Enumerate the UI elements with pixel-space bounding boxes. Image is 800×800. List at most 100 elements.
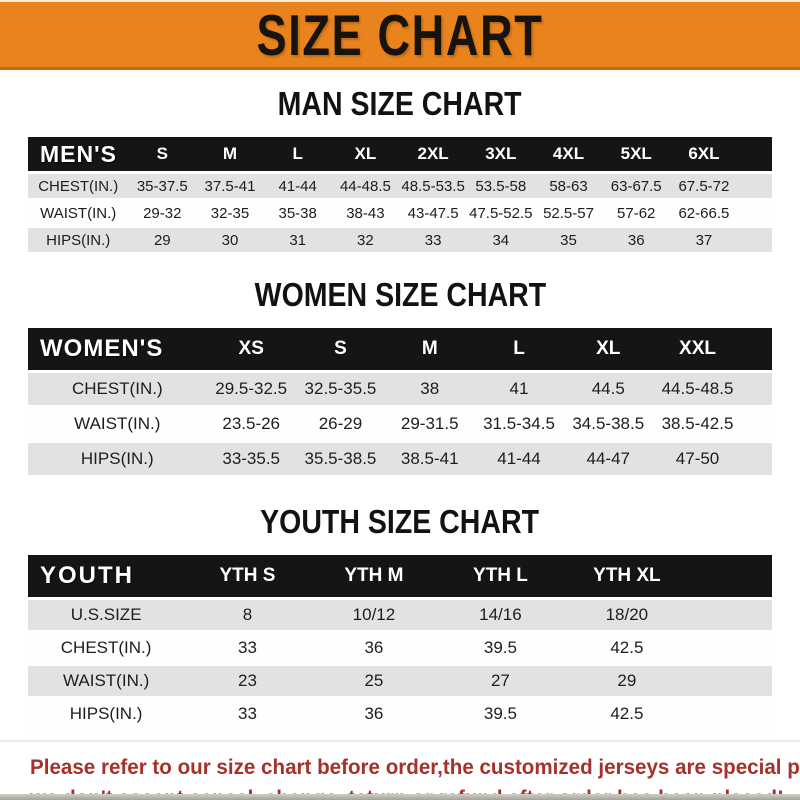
size-value-cell: 44-48.5	[331, 174, 400, 198]
size-value-cell: 31.5-34.5	[474, 408, 564, 440]
size-value-cell: 29	[128, 228, 197, 252]
men-header-filler	[737, 137, 772, 171]
size-value-cell: 31	[263, 228, 332, 252]
women-size-header: XL	[563, 328, 653, 370]
size-value-cell: 26-29	[295, 408, 386, 440]
size-chart-banner: SIZE CHART	[0, 0, 800, 70]
men-waist-row: WAIST(IN.) 29-32 32-35 35-38 38-43 43-47…	[28, 201, 772, 225]
size-value-cell: 63-67.5	[602, 174, 671, 198]
row-filler	[690, 600, 772, 630]
men-size-table: MEN'S S M L XL 2XL 3XL 4XL 5XL 6XL CHEST…	[28, 134, 772, 255]
size-value-cell: 36	[310, 699, 438, 729]
row-label: HIPS(IN.)	[28, 699, 185, 729]
row-label: HIPS(IN.)	[28, 443, 207, 475]
women-size-header: XS	[206, 328, 296, 370]
row-filler	[737, 228, 772, 252]
size-value-cell: 33-35.5	[206, 443, 296, 475]
size-value-cell: 34	[466, 228, 535, 252]
youth-corner-label: YOUTH	[28, 555, 185, 597]
size-value-cell: 33	[399, 228, 467, 252]
youth-hips-row: HIPS(IN.) 33 36 39.5 42.5	[28, 699, 772, 729]
size-value-cell: 25	[310, 666, 438, 696]
men-corner-label: MEN'S	[28, 137, 129, 171]
size-value-cell: 42.5	[563, 633, 691, 663]
youth-header-filler	[690, 555, 772, 597]
size-value-cell: 39.5	[437, 633, 564, 663]
youth-size-chart-heading-text: YOUTH SIZE CHART	[260, 502, 540, 541]
youth-size-header: YTH S	[184, 555, 311, 597]
size-value-cell: 42.5	[563, 699, 691, 729]
size-value-cell: 48.5-53.5	[399, 174, 467, 198]
size-value-cell: 30	[196, 228, 264, 252]
size-value-cell: 62-66.5	[670, 201, 738, 225]
row-label: HIPS(IN.)	[28, 228, 129, 252]
size-value-cell: 29	[563, 666, 691, 696]
size-value-cell: 38-43	[331, 201, 400, 225]
size-value-cell: 44.5-48.5	[652, 373, 743, 405]
row-label: WAIST(IN.)	[28, 408, 207, 440]
row-filler	[742, 373, 772, 405]
women-size-table: WOMEN'S XS S M L XL XXL CHEST(IN.) 29.5-…	[28, 325, 772, 478]
size-value-cell: 35-38	[263, 201, 332, 225]
size-value-cell: 41-44	[263, 174, 332, 198]
row-filler	[690, 666, 772, 696]
women-size-header: L	[474, 328, 564, 370]
size-value-cell: 37.5-41	[196, 174, 264, 198]
women-header-row: WOMEN'S XS S M L XL XXL	[28, 328, 772, 370]
size-value-cell: 36	[310, 633, 438, 663]
size-value-cell: 29-31.5	[385, 408, 475, 440]
size-value-cell: 67.5-72	[670, 174, 738, 198]
men-size-header: 4XL	[534, 137, 603, 171]
size-value-cell: 44.5	[563, 373, 653, 405]
size-value-cell: 52.5-57	[534, 201, 603, 225]
youth-waist-row: WAIST(IN.) 23 25 27 29	[28, 666, 772, 696]
youth-size-chart-heading: YOUTH SIZE CHART	[0, 502, 800, 541]
youth-chest-row: CHEST(IN.) 33 36 39.5 42.5	[28, 633, 772, 663]
men-header-row: MEN'S S M L XL 2XL 3XL 4XL 5XL 6XL	[28, 137, 772, 171]
size-value-cell: 47.5-52.5	[466, 201, 535, 225]
youth-header-row: YOUTH YTH S YTH M YTH L YTH XL	[28, 555, 772, 597]
men-hips-row: HIPS(IN.) 29 30 31 32 33 34 35 36 37	[28, 228, 772, 252]
women-header-filler	[742, 328, 772, 370]
row-label: WAIST(IN.)	[28, 666, 185, 696]
women-hips-row: HIPS(IN.) 33-35.5 35.5-38.5 38.5-41 41-4…	[28, 443, 772, 475]
women-size-chart-heading-text: WOMEN SIZE CHART	[254, 275, 546, 314]
size-value-cell: 41-44	[474, 443, 564, 475]
size-value-cell: 44-47	[563, 443, 653, 475]
size-value-cell: 10/12	[310, 600, 438, 630]
size-value-cell: 36	[602, 228, 671, 252]
men-size-header: M	[196, 137, 264, 171]
men-chest-row: CHEST(IN.) 35-37.5 37.5-41 41-44 44-48.5…	[28, 174, 772, 198]
women-corner-label: WOMEN'S	[28, 328, 207, 370]
size-value-cell: 18/20	[563, 600, 691, 630]
women-waist-row: WAIST(IN.) 23.5-26 26-29 29-31.5 31.5-34…	[28, 408, 772, 440]
size-value-cell: 57-62	[602, 201, 671, 225]
size-value-cell: 33	[184, 633, 311, 663]
row-label: CHEST(IN.)	[28, 373, 207, 405]
youth-size-header: YTH M	[310, 555, 438, 597]
men-size-header: 5XL	[602, 137, 671, 171]
disclaimer-note: Please refer to our size chart before or…	[0, 740, 800, 800]
size-value-cell: 37	[670, 228, 738, 252]
size-value-cell: 53.5-58	[466, 174, 535, 198]
women-size-chart-heading: WOMEN SIZE CHART	[0, 275, 800, 314]
size-value-cell: 23	[184, 666, 311, 696]
size-value-cell: 34.5-38.5	[563, 408, 653, 440]
row-label: CHEST(IN.)	[28, 174, 129, 198]
women-chest-row: CHEST(IN.) 29.5-32.5 32.5-35.5 38 41 44.…	[28, 373, 772, 405]
size-value-cell: 14/16	[437, 600, 564, 630]
size-value-cell: 58-63	[534, 174, 603, 198]
youth-size-header: YTH XL	[563, 555, 691, 597]
row-filler	[690, 633, 772, 663]
men-size-header: 3XL	[466, 137, 535, 171]
size-value-cell: 35.5-38.5	[295, 443, 386, 475]
size-value-cell: 47-50	[652, 443, 743, 475]
size-value-cell: 35	[534, 228, 603, 252]
size-value-cell: 35-37.5	[128, 174, 197, 198]
size-value-cell: 32.5-35.5	[295, 373, 386, 405]
row-filler	[737, 201, 772, 225]
size-value-cell: 38	[385, 373, 475, 405]
size-value-cell: 41	[474, 373, 564, 405]
women-size-header: S	[295, 328, 386, 370]
women-size-header: M	[385, 328, 475, 370]
